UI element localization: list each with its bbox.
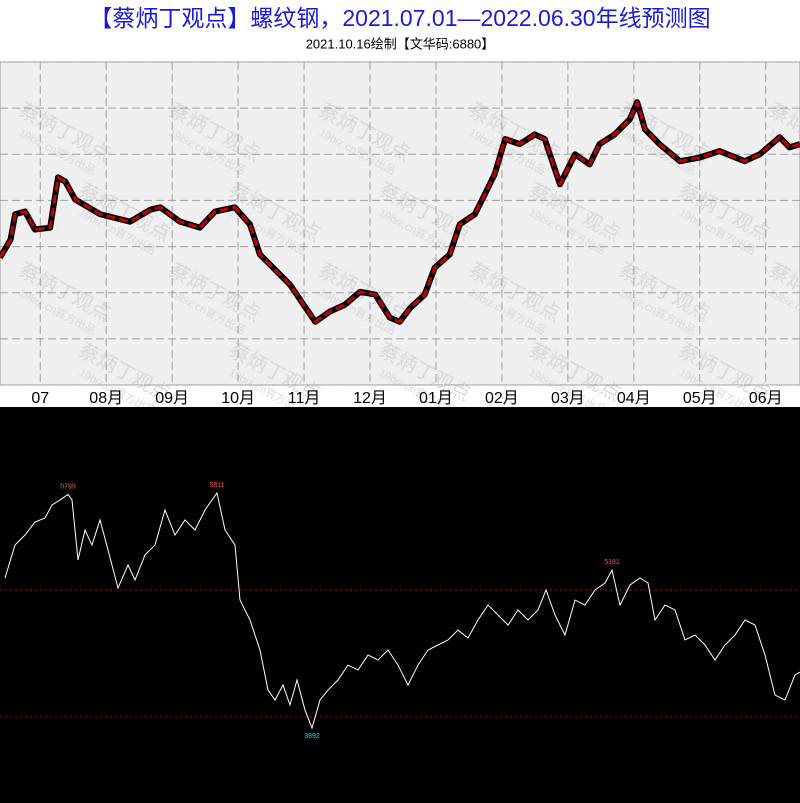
x-tick-label: 03月 (551, 390, 585, 407)
chart-title: 【蔡炳丁观点】螺纹钢，2021.07.01—2022.06.30年线预测图 (89, 5, 710, 31)
x-tick-label: 05月 (683, 390, 717, 407)
annotation: 5181 (604, 559, 620, 566)
chart-subtitle: 2021.10.16绘制【文华码:6880】 (306, 36, 495, 51)
annotation: 5799 (60, 483, 76, 490)
x-tick-label: 09月 (155, 390, 189, 407)
plot-background (0, 61, 800, 386)
x-tick-label: 06月 (749, 390, 783, 407)
annotation: 3892 (304, 733, 320, 740)
x-tick-label: 01月 (419, 390, 453, 407)
annotation: 5811 (209, 482, 224, 489)
panel-background (0, 407, 800, 803)
line (0, 100, 800, 324)
x-tick-label: 04月 (617, 390, 651, 407)
x-tick-label: 08月 (89, 390, 123, 407)
line (4, 491, 800, 730)
x-tick-label: 10月 (221, 390, 255, 407)
x-tick-label: 12月 (353, 390, 387, 407)
x-tick-label: 11月 (288, 390, 321, 407)
x-tick-label: 02月 (485, 390, 519, 407)
x-tick-label: 07 (31, 390, 49, 407)
